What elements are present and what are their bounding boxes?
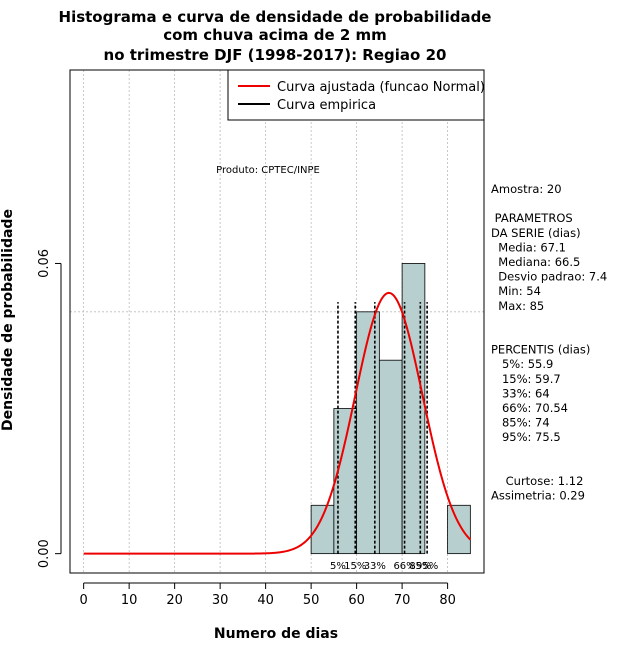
legend-label-normal: Curva ajustada (funcao Normal) — [277, 80, 485, 95]
histogram-bar-2 — [356, 311, 380, 555]
legend-label-empirical: Curva empirica — [277, 98, 376, 113]
legend: Curva ajustada (funcao Normal) Curva emp… — [227, 69, 485, 121]
x-tick-label-1: 10 — [121, 593, 138, 608]
stats-line-14: 33%: 64 — [491, 386, 550, 400]
percentile-label-0: 5% — [330, 561, 346, 572]
stats-line-21: Assimetria: 0.29 — [491, 489, 585, 503]
percentile-label-1: 15% — [344, 561, 366, 572]
normal-curve — [83, 291, 472, 555]
x-tick-label-4: 40 — [257, 593, 274, 608]
x-tick-label-6: 60 — [348, 593, 365, 608]
stats-line-12: 5%: 55.9 — [491, 357, 553, 371]
chart-title-line-2: com chuva acima de 2 mm — [163, 26, 387, 44]
stats-line-5: Mediana: 66.5 — [491, 255, 580, 269]
histogram-bars — [310, 263, 471, 555]
x-axis: 0 10 20 30 40 50 60 70 80 — [80, 582, 456, 608]
histogram-bar-4 — [401, 263, 426, 555]
stats-line-20: Curtose: 1.12 — [491, 474, 583, 488]
y-axis: 0.00 0.06 — [37, 249, 62, 568]
stats-line-16: 85%: 74 — [491, 416, 550, 430]
histogram-bar-3 — [378, 359, 403, 555]
stats-line-0: Amostra: 20 — [491, 182, 562, 196]
stats-line-4: Media: 67.1 — [491, 240, 566, 254]
x-tick-label-7: 70 — [394, 593, 411, 608]
x-tick-label-8: 80 — [439, 593, 456, 608]
percentile-label-4: 85% — [409, 561, 431, 572]
chart-title-line-3: no trimestre DJF (1998-2017): Regiao 20 — [104, 46, 447, 64]
percentile-label-3: 66% — [393, 561, 415, 572]
percentile-lines — [337, 302, 428, 554]
stats-line-3: DA SERIE (dias) — [491, 226, 581, 240]
chart-title: Histograma e curva de densidade de proba… — [59, 8, 492, 64]
stats-line-7: Min: 54 — [491, 284, 541, 298]
x-tick-label-0: 0 — [80, 593, 88, 608]
percentile-labels: 5%15%33% 66%85%95% — [330, 561, 438, 572]
x-tick-label-5: 50 — [303, 593, 320, 608]
stats-line-17: 95%: 75.5 — [491, 430, 561, 444]
product-annotation: Produto: CPTEC/INPE — [216, 165, 320, 176]
y-axis-title: Densidade de probabilidade — [0, 209, 16, 431]
y-tick-label-0: 0.00 — [37, 539, 52, 568]
legend-box — [227, 69, 485, 121]
percentile-label-5: 95% — [416, 561, 438, 572]
y-tick-label-1: 0.06 — [37, 249, 52, 278]
percentile-label-2: 33% — [364, 561, 386, 572]
x-axis-title: Numero de dias — [214, 626, 338, 642]
x-tick-label-2: 20 — [166, 593, 183, 608]
x-tick-label-3: 30 — [212, 593, 229, 608]
stats-line-15: 66%: 70.54 — [491, 401, 568, 415]
stats-line-2: PARAMETROS — [491, 211, 573, 225]
chart-title-line-1: Histograma e curva de densidade de proba… — [59, 8, 492, 26]
stats-line-6: Desvio padrao: 7.4 — [491, 270, 607, 284]
stats-line-13: 15%: 59.7 — [491, 372, 561, 386]
histogram-bar-6 — [447, 504, 471, 555]
stats-line-8: Max: 85 — [491, 299, 544, 313]
stats-line-11: PERCENTIS (dias) — [491, 343, 590, 357]
